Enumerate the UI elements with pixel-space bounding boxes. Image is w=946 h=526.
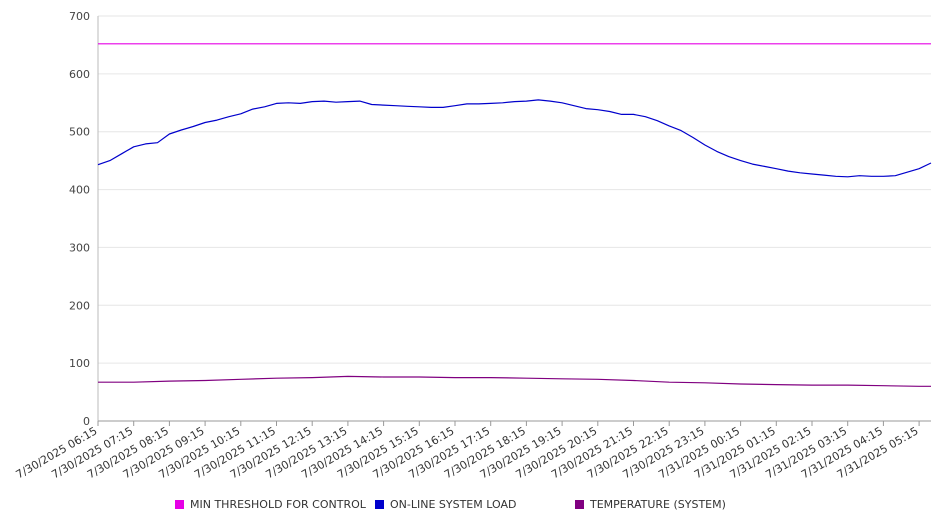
legend-label: ON-LINE SYSTEM LOAD	[390, 498, 517, 511]
y-tick-label: 300	[69, 241, 90, 254]
legend: MIN THRESHOLD FOR CONTROL ON-LINE SYSTEM …	[0, 498, 946, 518]
series-line-3	[98, 375, 931, 387]
y-tick-label: 200	[69, 299, 90, 312]
legend-swatch	[575, 500, 584, 509]
legend-swatch	[375, 500, 384, 509]
legend-item: ON-LINE SYSTEM LOAD	[375, 498, 516, 511]
y-tick-label: 500	[69, 126, 90, 139]
legend-swatch	[175, 500, 184, 509]
grid-lines	[98, 15, 931, 364]
y-tick-label: 100	[69, 357, 90, 370]
y-axis: 0 100 200 300 400 500 600 700	[69, 10, 99, 428]
legend-label: MIN THRESHOLD FOR CONTROL	[190, 498, 366, 511]
legend-item: TEMPERATURE (SYSTEM)	[575, 498, 726, 511]
y-tick-label: 600	[69, 68, 90, 81]
y-tick-label: 400	[69, 184, 90, 197]
y-tick-label: 700	[69, 10, 90, 23]
legend-label: TEMPERATURE (SYSTEM)	[590, 498, 726, 511]
y-tick-label: 0	[83, 415, 90, 428]
series-lines	[97, 43, 932, 387]
series-line-2	[97, 99, 932, 178]
legend-item: MIN THRESHOLD FOR CONTROL	[175, 498, 366, 511]
x-axis: 7/30/2025 06:157/30/2025 07:157/30/2025 …	[14, 420, 931, 481]
